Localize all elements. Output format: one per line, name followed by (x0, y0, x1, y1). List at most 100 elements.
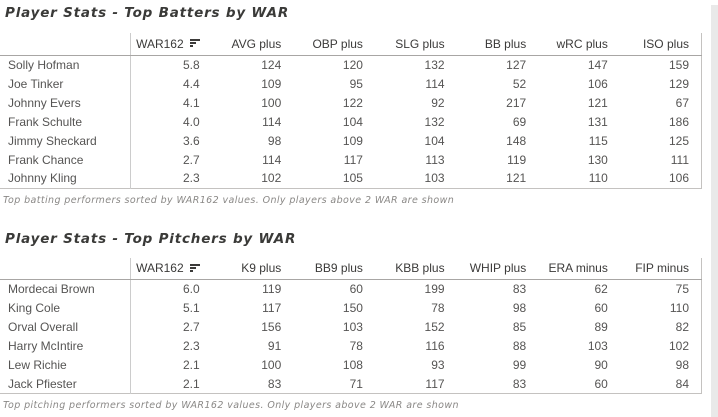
column-header-bb9-plus[interactable]: BB9 plus (293, 257, 375, 280)
stat-value-cell: 111 (619, 150, 702, 169)
stat-value-cell: 92 (431, 95, 445, 110)
stat-value-cell: 100 (261, 358, 282, 372)
table-row[interactable]: Frank Schulte 4.0 114 104 132 69 131 186 (0, 112, 702, 131)
stat-value-cell: 83 (512, 376, 527, 391)
column-header-content: OBP plus (312, 37, 362, 51)
column-header-iso-plus[interactable]: ISO plus (619, 33, 702, 56)
column-header-content: FIP minus (635, 261, 689, 275)
column-header-war162[interactable]: WAR162 (130, 33, 212, 56)
table-row[interactable]: Johnny Kling 2.3 102 105 103 121 110 106 (0, 169, 702, 188)
table-row[interactable]: Jack Pfiester 2.1 83 71 117 83 60 84 (0, 374, 702, 394)
stat-value-cell: 103 (424, 171, 445, 186)
stat-value-cell: 75 (619, 279, 702, 299)
column-header-era-minus[interactable]: ERA minus (538, 257, 620, 280)
stat-value-cell: 98 (619, 355, 702, 375)
column-header-label: FIP minus (635, 261, 689, 276)
stat-value-cell: 90 (594, 358, 608, 372)
stat-value-cell: 117 (343, 152, 363, 167)
player-name-cell: Johnny Kling (0, 169, 131, 188)
stat-value-cell: 4.1 (182, 95, 200, 110)
table-row[interactable]: Jimmy Sheckard 3.6 98 109 104 148 115 125 (0, 131, 702, 150)
stat-value-cell: 6.0 (182, 282, 200, 297)
stat-value-cell: 85 (512, 320, 527, 334)
column-header-content: ERA minus (548, 261, 607, 275)
pitchers-table-header: WAR162 K9 plus BB9 plus KBB plus WHIP plus ER… (0, 257, 702, 280)
column-header-kbb-plus[interactable]: KBB plus (374, 257, 457, 280)
table-row[interactable]: Joe Tinker 4.4 109 95 114 52 106 129 (0, 74, 702, 93)
header-row: WAR162 AVG plus OBP plus SLG plus BB plus wRC… (0, 33, 702, 56)
column-header-slg-plus[interactable]: SLG plus (374, 33, 457, 56)
column-header-wrc-plus[interactable]: wRC plus (538, 33, 620, 56)
stat-value-cell: 5.8 (182, 57, 200, 72)
stat-value-cell: 60 (594, 301, 608, 315)
stat-value-cell: 110 (619, 298, 702, 318)
column-header-content: WAR162 (136, 261, 200, 275)
column-header-whip-plus[interactable]: WHIP plus (456, 257, 539, 280)
pitchers-footnote: Top pitching performers sorted by WAR162… (3, 400, 459, 411)
table-row[interactable]: Johnny Evers 4.1 100 122 92 217 121 67 (0, 93, 702, 112)
stat-value-cell: 3.6 (182, 133, 200, 148)
table-row[interactable]: Solly Hofman 5.8 124 120 132 127 147 159 (0, 55, 702, 74)
table-row[interactable]: Lew Richie 2.1 100 108 93 99 90 98 (0, 355, 702, 375)
stat-value-cell: 129 (619, 74, 702, 93)
canvas-right-edge-strip (711, 5, 718, 417)
stat-value-cell: 5.1 (182, 301, 200, 315)
sort-descending-icon[interactable] (189, 39, 200, 48)
stat-value-cell: 89 (594, 320, 608, 334)
table-row[interactable]: Frank Chance 2.7 114 117 113 119 130 111 (0, 150, 702, 169)
column-header-label: WHIP plus (469, 261, 527, 276)
stat-value-cell: 156 (261, 320, 282, 334)
stat-value-cell: 71 (349, 376, 363, 391)
player-name-cell: Harry McIntire (0, 336, 131, 356)
stat-value-cell: 121 (587, 95, 608, 110)
table-row[interactable]: Mordecai Brown 6.0 119 60 199 83 62 75 (0, 279, 702, 299)
player-name-cell: Jack Pfiester (0, 374, 131, 394)
table-row[interactable]: Harry McIntire 2.3 91 78 116 88 103 102 (0, 336, 702, 356)
table-row[interactable]: Orval Overall 2.7 156 103 152 85 89 82 (0, 317, 702, 337)
stat-value-cell: 152 (424, 320, 445, 334)
column-header-k9-plus[interactable]: K9 plus (211, 257, 294, 280)
stat-value-cell: 114 (262, 114, 282, 129)
stat-value-cell: 91 (267, 339, 282, 353)
stat-value-cell: 106 (587, 76, 608, 91)
stat-value-cell: 114 (262, 152, 282, 167)
column-header-bb-plus[interactable]: BB plus (456, 33, 539, 56)
batters-table-header: WAR162 AVG plus OBP plus SLG plus BB plus wRC… (0, 33, 702, 56)
batters-table-body: Solly Hofman 5.8 124 120 132 127 147 159 Joe Tin… (0, 55, 702, 188)
stat-value-cell: 132 (424, 114, 445, 129)
stat-value-cell: 102 (619, 336, 702, 356)
stat-value-cell: 93 (431, 358, 445, 372)
batters-table: WAR162 AVG plus OBP plus SLG plus BB plus wRC… (0, 33, 702, 189)
column-header-avg-plus[interactable]: AVG plus (211, 33, 294, 56)
stat-value-cell: 2.7 (182, 152, 200, 167)
column-header-label: AVG plus (231, 36, 282, 51)
stat-value-cell: 102 (261, 171, 282, 186)
column-header-label: KBB plus (395, 261, 445, 276)
table-row[interactable]: King Cole 5.1 117 150 78 98 60 110 (0, 298, 702, 318)
stat-value-cell: 2.1 (182, 358, 200, 372)
sort-descending-icon[interactable] (189, 263, 200, 273)
column-header-obp-plus[interactable]: OBP plus (293, 33, 375, 56)
player-name-cell: King Cole (0, 298, 131, 318)
column-header-content: SLG plus (395, 37, 444, 51)
stat-value-cell: 67 (619, 93, 702, 112)
stat-value-cell: 99 (512, 358, 527, 372)
stat-value-cell: 60 (349, 282, 363, 297)
stat-value-cell: 159 (619, 55, 702, 74)
column-header-war162[interactable]: WAR162 (130, 257, 212, 280)
batters-title: Player Stats - Top Batters by WAR (5, 5, 290, 21)
player-name-cell: Jimmy Sheckard (0, 131, 131, 150)
stat-value-cell: 117 (425, 376, 445, 391)
stat-value-cell: 103 (342, 320, 363, 334)
stat-value-cell: 130 (587, 152, 608, 167)
pitchers-title: Player Stats - Top Pitchers by WAR (5, 230, 297, 247)
row-header-blank-cell (0, 257, 131, 280)
stat-value-cell: 84 (619, 374, 702, 394)
batters-footnote: Top batting performers sorted by WAR162 … (3, 194, 455, 206)
column-header-content: WAR162 (136, 37, 200, 51)
column-header-label: WAR162 (136, 261, 184, 276)
column-header-fip-minus[interactable]: FIP minus (619, 257, 702, 280)
column-header-label: K9 plus (241, 261, 282, 276)
stat-value-cell: 52 (512, 76, 527, 91)
column-header-content: K9 plus (241, 261, 281, 275)
